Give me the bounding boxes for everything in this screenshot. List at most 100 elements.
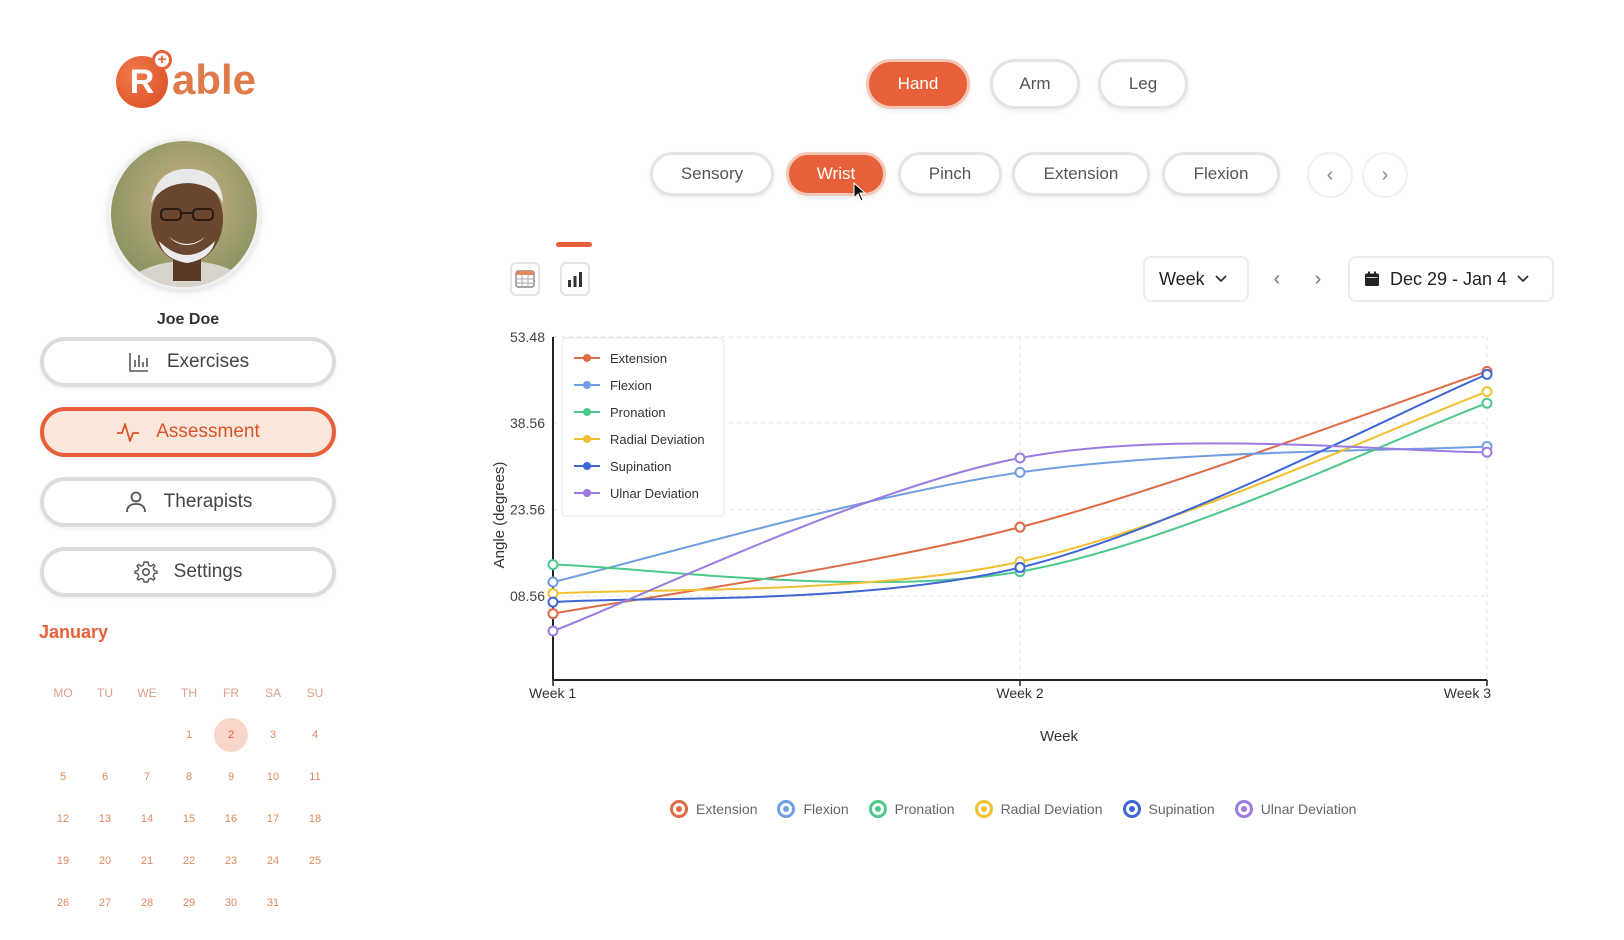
mini-calendar: MO TU WE TH FR SA SU 1 2 3 4 5 6 7 8 9 10 11 12 13 14 15 16 17 1… (42, 672, 336, 924)
data-point[interactable] (547, 625, 559, 637)
calendar-day[interactable]: 7 (143, 771, 151, 783)
sidebar-item-settings[interactable]: Settings (40, 547, 336, 597)
date-range-select[interactable]: Dec 29 - Jan 4 (1348, 256, 1554, 302)
tab-leg[interactable]: Leg (1098, 59, 1188, 109)
tab-pinch[interactable]: Pinch (898, 152, 1002, 196)
data-point[interactable] (547, 596, 559, 608)
calendar-day[interactable]: 30 (224, 897, 238, 909)
calendar-day[interactable]: 16 (224, 813, 238, 825)
sidebar-item-therapists[interactable]: Therapists (40, 477, 336, 527)
period-prev-button[interactable]: ‹ (1265, 264, 1289, 294)
calendar-day[interactable]: 17 (266, 813, 280, 825)
data-point[interactable] (1014, 521, 1026, 533)
legend-item[interactable]: Flexion (777, 800, 849, 818)
calendar-day[interactable]: 11 (309, 771, 321, 783)
calendar-day[interactable]: 12 (56, 813, 70, 825)
calendar-day[interactable]: 28 (140, 897, 154, 909)
table-view-button[interactable] (510, 262, 540, 296)
calendar-day[interactable]: 14 (140, 813, 154, 825)
calendar-week: 26 27 28 29 30 31 (42, 882, 336, 924)
tab-sensory[interactable]: Sensory (650, 152, 774, 196)
calendar-day[interactable]: 22 (182, 855, 196, 867)
tab-extension[interactable]: Extension (1012, 152, 1150, 196)
calendar-day[interactable]: 27 (98, 897, 112, 909)
legend-item[interactable]: Pronation (868, 800, 955, 818)
tab-hand[interactable]: Hand (866, 59, 970, 109)
legend-dot-icon (974, 800, 993, 818)
logo-text: able (172, 56, 257, 103)
chevron-down-icon (1215, 275, 1227, 283)
calendar-day[interactable]: 31 (266, 897, 280, 909)
legend-marker (583, 381, 591, 389)
calendar-day[interactable]: 20 (98, 855, 112, 867)
bar-chart-icon (568, 272, 582, 287)
person-icon (125, 491, 146, 513)
data-point[interactable] (1481, 446, 1493, 458)
calendar-day[interactable]: 5 (59, 771, 67, 783)
calendar-day[interactable]: 4 (311, 729, 319, 741)
legend-item[interactable]: Supination (1122, 800, 1215, 818)
calendar-day[interactable]: 18 (308, 813, 322, 825)
calendar-day[interactable]: 8 (185, 771, 193, 783)
calendar-day[interactable]: 3 (269, 729, 277, 741)
data-point[interactable] (1481, 397, 1493, 409)
legend-label: Ulnar Deviation (1260, 801, 1357, 817)
calendar-day[interactable]: 23 (224, 855, 238, 867)
data-point[interactable] (1014, 452, 1026, 464)
calendar-day[interactable]: 13 (98, 813, 112, 825)
calendar-weekday: SU (306, 686, 324, 700)
calendar-month: January (39, 622, 109, 642)
tab-wrist[interactable]: Wrist (786, 152, 886, 196)
calendar-weekday: FR (223, 686, 239, 700)
calendar-day[interactable]: 26 (56, 897, 70, 909)
data-point[interactable] (547, 576, 559, 588)
calendar-weekday: WE (137, 686, 157, 700)
tabs-prev-button[interactable]: ‹ (1307, 152, 1353, 198)
calendar-day[interactable]: 24 (266, 855, 280, 867)
data-point[interactable] (547, 608, 559, 620)
calendar-weekday: MO (53, 686, 73, 700)
calendar-day[interactable]: 10 (266, 771, 280, 783)
calendar-day[interactable]: 2 (210, 718, 252, 752)
view-toggle-indicator (556, 242, 592, 247)
data-point[interactable] (1014, 562, 1026, 574)
period-value: Week (1159, 268, 1205, 289)
period-next-button[interactable]: › (1306, 264, 1330, 294)
tabs-next-button[interactable]: › (1362, 152, 1408, 198)
app-logo: R + able (116, 50, 266, 112)
sidebar-item-assessment[interactable]: Assessment (40, 407, 336, 457)
calendar-day[interactable]: 25 (308, 855, 322, 867)
calendar-day[interactable]: 1 (185, 729, 193, 741)
y-tick-label: 23.56 (510, 502, 545, 518)
legend-label: Flexion (803, 801, 849, 817)
sidebar-item-label: Settings (173, 561, 243, 582)
activity-icon (117, 423, 140, 442)
legend-label: Ulnar Deviation (610, 486, 699, 501)
data-point[interactable] (1014, 466, 1026, 478)
calendar-day[interactable]: 19 (56, 855, 70, 867)
calendar-day[interactable]: 9 (227, 771, 235, 783)
sidebar-item-exercises[interactable]: Exercises (40, 337, 336, 387)
x-tick-label: Week 1 (529, 685, 576, 701)
sidebar-item-label: Therapists (163, 491, 253, 512)
line-chart: Angle (degrees) Week 53.48 38.56 23.56 08.5… (491, 330, 1493, 745)
legend-item[interactable]: Radial Deviation (974, 800, 1103, 818)
calendar-day[interactable]: 29 (182, 897, 196, 909)
calendar-weekday: TU (97, 686, 113, 700)
data-point[interactable] (1481, 368, 1493, 380)
sidebar-item-label: Assessment (156, 421, 260, 442)
tab-arm[interactable]: Arm (990, 59, 1080, 109)
chart-view-button[interactable] (560, 262, 590, 296)
tab-flexion[interactable]: Flexion (1162, 152, 1280, 196)
legend-item[interactable]: Ulnar Deviation (1234, 800, 1357, 818)
calendar-day[interactable]: 6 (101, 771, 109, 783)
data-point[interactable] (547, 559, 559, 571)
legend-item[interactable]: Extension (670, 800, 757, 818)
data-point[interactable] (1481, 386, 1493, 398)
period-select[interactable]: Week (1143, 256, 1249, 302)
bar-chart-icon (129, 353, 148, 372)
legend-label: Radial Deviation (610, 432, 705, 447)
calendar-weekdays: MO TU WE TH FR SA SU (42, 672, 336, 714)
calendar-day[interactable]: 15 (182, 813, 196, 825)
calendar-day[interactable]: 21 (140, 855, 154, 867)
